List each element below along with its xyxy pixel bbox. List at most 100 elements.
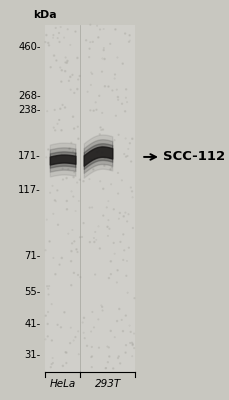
Point <box>95 22 99 29</box>
Point <box>66 230 70 237</box>
Point <box>96 34 100 40</box>
Point <box>89 354 93 360</box>
Point <box>54 198 58 204</box>
Point <box>56 121 59 127</box>
Point <box>88 176 91 182</box>
Point <box>106 198 110 204</box>
Point <box>86 88 90 95</box>
Point <box>73 150 77 157</box>
Point <box>112 206 116 212</box>
Point <box>124 135 128 142</box>
Point <box>76 249 79 255</box>
Point <box>53 107 57 113</box>
Point <box>73 90 76 96</box>
Point <box>117 306 121 312</box>
Point <box>98 178 102 184</box>
Point <box>52 255 55 261</box>
Point <box>73 238 76 244</box>
Point <box>90 156 93 163</box>
Point <box>121 328 125 334</box>
Point <box>98 245 102 252</box>
Point <box>107 344 111 351</box>
Point <box>70 248 73 254</box>
Point <box>116 94 120 100</box>
Point <box>96 316 100 323</box>
Point <box>46 333 50 340</box>
Point <box>113 71 117 78</box>
Point <box>70 188 73 194</box>
Point <box>64 349 67 355</box>
Point <box>129 329 133 335</box>
Point <box>52 52 56 59</box>
Point <box>128 340 132 346</box>
Point <box>92 108 95 114</box>
Point <box>130 188 134 194</box>
Point <box>76 272 80 278</box>
Point <box>71 148 75 155</box>
Point <box>69 324 73 331</box>
Point <box>128 32 131 38</box>
Point <box>119 239 122 245</box>
Point <box>123 247 126 254</box>
Point <box>71 227 74 233</box>
Point <box>68 74 72 80</box>
Point <box>47 283 51 289</box>
Point <box>106 233 110 239</box>
Point <box>54 271 57 278</box>
Point <box>107 83 110 90</box>
Point <box>44 39 47 45</box>
Point <box>61 165 65 172</box>
Point <box>59 324 63 330</box>
Point <box>88 204 92 211</box>
Point <box>113 75 117 82</box>
Point <box>100 149 104 156</box>
Point <box>92 235 96 241</box>
Point <box>82 178 85 184</box>
Text: 41-: 41- <box>25 318 41 328</box>
Point <box>100 304 104 310</box>
Text: 71-: 71- <box>25 251 41 261</box>
FancyBboxPatch shape <box>45 25 135 372</box>
Point <box>103 155 107 161</box>
Point <box>104 365 108 371</box>
Point <box>108 226 111 232</box>
Point <box>113 250 117 257</box>
Point <box>93 229 97 235</box>
Point <box>56 222 60 228</box>
Point <box>115 86 119 93</box>
Point <box>78 73 82 79</box>
Point <box>97 344 101 351</box>
Point <box>46 40 50 46</box>
Point <box>71 193 75 200</box>
Point <box>103 56 106 62</box>
Point <box>116 54 119 61</box>
Point <box>99 124 102 131</box>
Point <box>131 342 134 348</box>
Point <box>62 34 66 41</box>
Point <box>58 39 61 45</box>
Point <box>75 179 79 186</box>
Point <box>102 47 106 53</box>
Point <box>44 154 48 160</box>
Point <box>104 365 108 372</box>
Point <box>88 239 92 245</box>
Point <box>74 334 77 340</box>
Point <box>69 282 73 288</box>
Point <box>90 364 94 370</box>
Point <box>73 169 76 175</box>
Point <box>44 247 47 254</box>
Point <box>95 149 99 155</box>
Point <box>77 351 81 358</box>
Point <box>129 184 133 191</box>
Point <box>76 55 79 61</box>
Point <box>46 146 50 153</box>
Point <box>57 30 61 36</box>
Point <box>92 166 95 173</box>
Point <box>102 26 106 32</box>
Point <box>65 60 69 66</box>
Point <box>123 151 126 157</box>
Point <box>126 153 129 159</box>
Point <box>52 211 55 217</box>
Point <box>66 166 70 172</box>
Point <box>123 30 127 37</box>
